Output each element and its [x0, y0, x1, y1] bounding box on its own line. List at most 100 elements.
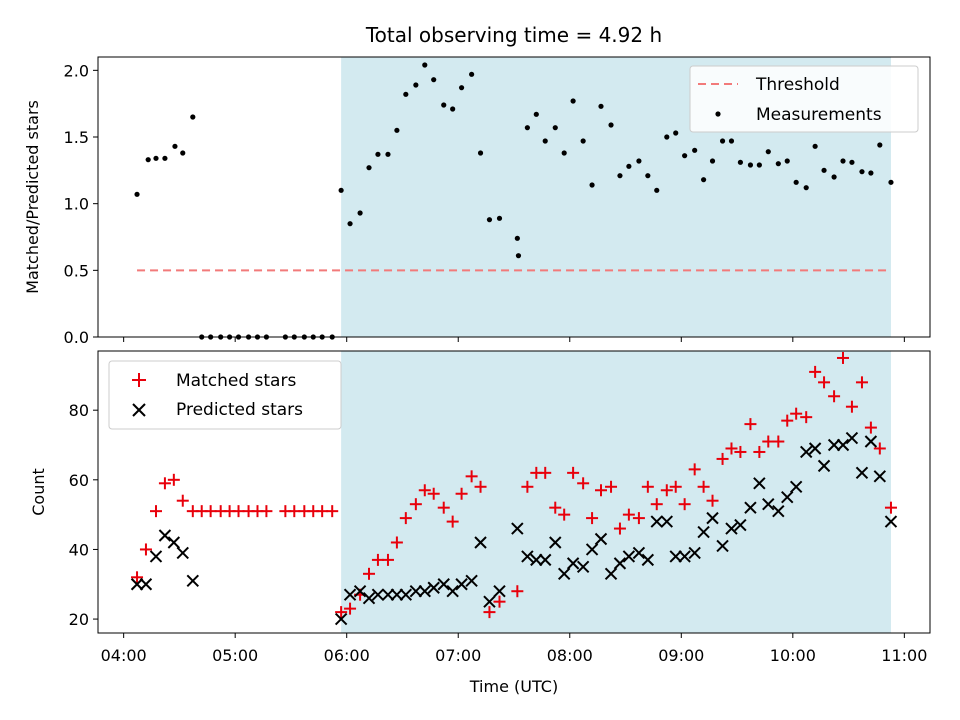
- y-ticks-bottom: 20 40 60 80: [69, 401, 98, 629]
- legend-predicted-label: Predicted stars: [176, 400, 303, 420]
- measurement-point: [888, 179, 894, 185]
- measurement-point: [756, 162, 762, 168]
- measurement-point: [134, 191, 140, 197]
- matched-star-point: [660, 484, 673, 497]
- measurement-point: [700, 177, 707, 183]
- measurement-point: [486, 217, 493, 223]
- predicted-star-point: [827, 438, 841, 452]
- measurement-point: [692, 147, 698, 153]
- measurement-point: [737, 159, 744, 165]
- predicted-star-point: [632, 546, 646, 560]
- matched-star-point: [521, 480, 534, 493]
- matched-star-point: [716, 452, 729, 465]
- matched-star-point: [316, 505, 329, 518]
- predicted-star-point: [371, 588, 385, 601]
- legend-matched-swatch: [132, 373, 146, 387]
- matched-star-point: [371, 553, 384, 566]
- measurement-point: [673, 130, 679, 136]
- matched-star-point: [204, 505, 217, 518]
- matched-star-point: [139, 543, 152, 556]
- predicted-star-point: [474, 536, 487, 549]
- predicted-star-point: [130, 578, 144, 591]
- predicted-star-point: [734, 518, 747, 532]
- predicted-star-point: [446, 585, 459, 598]
- predicted-star-point: [781, 491, 794, 504]
- axes-frame-top: [97, 56, 931, 338]
- predicted-star-point: [465, 574, 478, 587]
- measurement-point: [728, 138, 735, 144]
- predicted-star-point: [139, 578, 153, 591]
- matched-star-point: [818, 376, 831, 389]
- measurement-point: [403, 91, 409, 97]
- matched-star-point: [409, 498, 422, 511]
- matched-star-point: [344, 602, 357, 615]
- measurement-point: [515, 253, 522, 259]
- predicted-star-point: [539, 553, 552, 567]
- x-tick-label: 04:00: [101, 646, 147, 665]
- matched-star-point: [493, 595, 506, 608]
- predicted-star-point: [353, 585, 367, 598]
- matched-star-point: [363, 567, 376, 580]
- predicted-star-point: [557, 567, 571, 581]
- x-axis-label: Time (UTC): [469, 677, 558, 696]
- predicted-star-point: [641, 553, 655, 567]
- predicted-star-point: [521, 550, 534, 563]
- predicted-star-point: [576, 560, 590, 574]
- matched-star-point: [539, 466, 552, 479]
- measurement-point: [849, 159, 855, 165]
- y-tick-label: 80: [69, 401, 89, 420]
- y-axis-label-top: Matched/Predicted stars: [23, 100, 42, 294]
- predicted-star-point: [772, 504, 785, 518]
- predicted-star-point: [762, 497, 775, 511]
- measurement-point: [153, 155, 159, 161]
- matched-star-point: [800, 411, 813, 424]
- measurement-point: [542, 138, 548, 144]
- measurement-point: [450, 106, 456, 112]
- measurement-point: [477, 150, 484, 156]
- matched-star-point: [855, 376, 868, 389]
- predicted-star-point: [808, 442, 822, 455]
- measurement-point: [645, 173, 651, 179]
- predicted-star-point: [688, 546, 701, 560]
- measurement-point: [375, 151, 381, 157]
- matched-star-point: [149, 505, 162, 518]
- predicted-star-point: [437, 578, 450, 591]
- matched-star-point: [558, 508, 571, 521]
- y-ticks-top: 0.0 0.5 1.0 1.5 2.0: [64, 61, 98, 347]
- x-tick-label: 05:00: [212, 646, 258, 665]
- measurement-point: [719, 138, 726, 144]
- y-tick-label: 1.0: [64, 195, 89, 214]
- predicted-star-point: [549, 536, 562, 549]
- predicted-star-point: [409, 585, 423, 598]
- measurement-point: [570, 98, 576, 104]
- matched-star-point: [790, 407, 803, 420]
- matched-star-point: [577, 477, 590, 490]
- matched-star-point: [418, 484, 431, 497]
- predicted-star-point: [678, 550, 691, 563]
- x-tick-label: 11:00: [881, 646, 927, 665]
- matched-star-point: [455, 487, 468, 500]
- panel-count: 20 40 60 80 04:00 05:00 06:00 07:00 08:00 09:00 1…: [29, 350, 931, 696]
- measurement-point: [552, 125, 558, 131]
- predicted-star-point: [566, 557, 580, 570]
- matched-star-point: [734, 445, 747, 458]
- predicted-star-point: [594, 532, 608, 546]
- matched-star-point: [641, 480, 654, 493]
- matched-star-point: [586, 512, 599, 525]
- measurement-point: [664, 134, 670, 140]
- predicted-star-point: [744, 501, 757, 514]
- predicted-star-point: [817, 459, 831, 473]
- measurement-point: [617, 173, 623, 179]
- measurement-point: [469, 71, 475, 77]
- x-tick-label: 08:00: [547, 646, 593, 665]
- matched-star-point: [335, 606, 348, 619]
- measurement-point: [338, 187, 344, 193]
- axes-frame-bottom: [97, 350, 931, 634]
- measurement-point: [784, 158, 790, 164]
- legend-predicted-swatch: [132, 403, 146, 417]
- matched-star-point: [399, 512, 412, 525]
- predicted-star-point: [493, 585, 506, 598]
- measurement-point: [580, 138, 586, 144]
- legend-box-bottom: [108, 360, 342, 430]
